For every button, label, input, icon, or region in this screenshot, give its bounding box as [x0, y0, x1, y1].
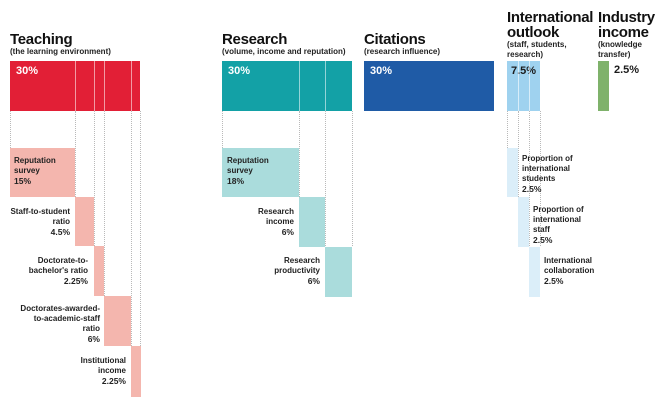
citations-main-bar: 30% [364, 61, 494, 111]
international-collaboration-label: International collaboration 2.5% [544, 256, 595, 286]
teaching-reputation-bar [10, 148, 75, 197]
teaching-subtitle: (the learning environment) [10, 47, 111, 56]
guide-line [325, 111, 326, 246]
teaching-doctorate-bachelor-bar [94, 246, 104, 296]
research-income-label: Research income 6% [257, 207, 294, 237]
guide-line [518, 111, 519, 197]
research-reputation-label: Reputation survey 18% [227, 156, 269, 186]
guide-line [540, 111, 541, 246]
international-staff-bar [518, 197, 529, 247]
research-subtitle: (volume, income and reputation) [222, 47, 346, 56]
teaching-title: Teaching [10, 31, 73, 48]
international-main-pct: 7.5% [511, 65, 537, 77]
citations-main-pct: 30% [370, 65, 393, 77]
teaching-doctorate-bachelor-label: Doctorate-to-bachelor's ratio 2.25% [28, 256, 88, 286]
teaching-staff-ratio-label: Staff-to-student ratio 4.5% [10, 207, 70, 237]
international-title: International outlook [507, 9, 594, 41]
research-main-bar: 30% [222, 61, 352, 111]
international-students-bar [507, 148, 518, 197]
guide-line [140, 111, 141, 346]
industry-subtitle: (knowledge transfer) [598, 40, 643, 59]
international-main-bar: 7.5% [507, 61, 540, 111]
international-subtitle: (staff, students, research) [507, 40, 567, 59]
teaching-bar-divider [131, 61, 132, 111]
teaching-institutional-income-label: Institutional income 2.25% [80, 356, 126, 386]
teaching-staff-ratio-bar [75, 197, 94, 246]
research-title: Research [222, 31, 288, 48]
guide-line [94, 111, 95, 246]
teaching-doctorates-awarded-label: Doctorates-awarded-to-academic-staff rat… [20, 304, 100, 344]
research-income-bar [299, 197, 325, 247]
guide-line [299, 111, 300, 197]
teaching-main-pct: 30% [16, 65, 39, 77]
international-staff-label: Proportion of international staff 2.5% [533, 205, 584, 245]
guide-line [352, 111, 353, 246]
research-productivity-label: Research productivity 6% [274, 256, 320, 286]
guide-line [75, 111, 76, 197]
guide-line [104, 111, 105, 296]
international-bar-divider [518, 61, 519, 111]
guide-line [507, 111, 508, 148]
industry-main-pct: 2.5% [614, 64, 640, 76]
guide-line [222, 111, 223, 148]
international-collaboration-bar [529, 247, 540, 297]
research-main-pct: 30% [228, 65, 251, 77]
research-bar-divider [325, 61, 326, 111]
teaching-doctorates-awarded-bar [104, 296, 131, 346]
teaching-bar-divider [75, 61, 76, 111]
teaching-institutional-income-bar [131, 346, 141, 397]
industry-title: Industry income [598, 9, 655, 41]
research-productivity-bar [325, 247, 352, 297]
research-bar-divider [299, 61, 300, 111]
international-students-label: Proportion of international students 2.5… [522, 154, 573, 194]
teaching-reputation-label: Reputation survey 15% [14, 156, 56, 186]
teaching-bar-divider [104, 61, 105, 111]
guide-line [10, 111, 11, 148]
citations-subtitle: (research influence) [364, 47, 441, 56]
citations-title: Citations [364, 31, 426, 48]
international-bar-divider [529, 61, 530, 111]
industry-main-bar [598, 61, 609, 111]
guide-line [529, 111, 530, 246]
guide-line [131, 111, 132, 346]
research-reputation-bar [222, 148, 299, 197]
teaching-bar-divider [94, 61, 95, 111]
